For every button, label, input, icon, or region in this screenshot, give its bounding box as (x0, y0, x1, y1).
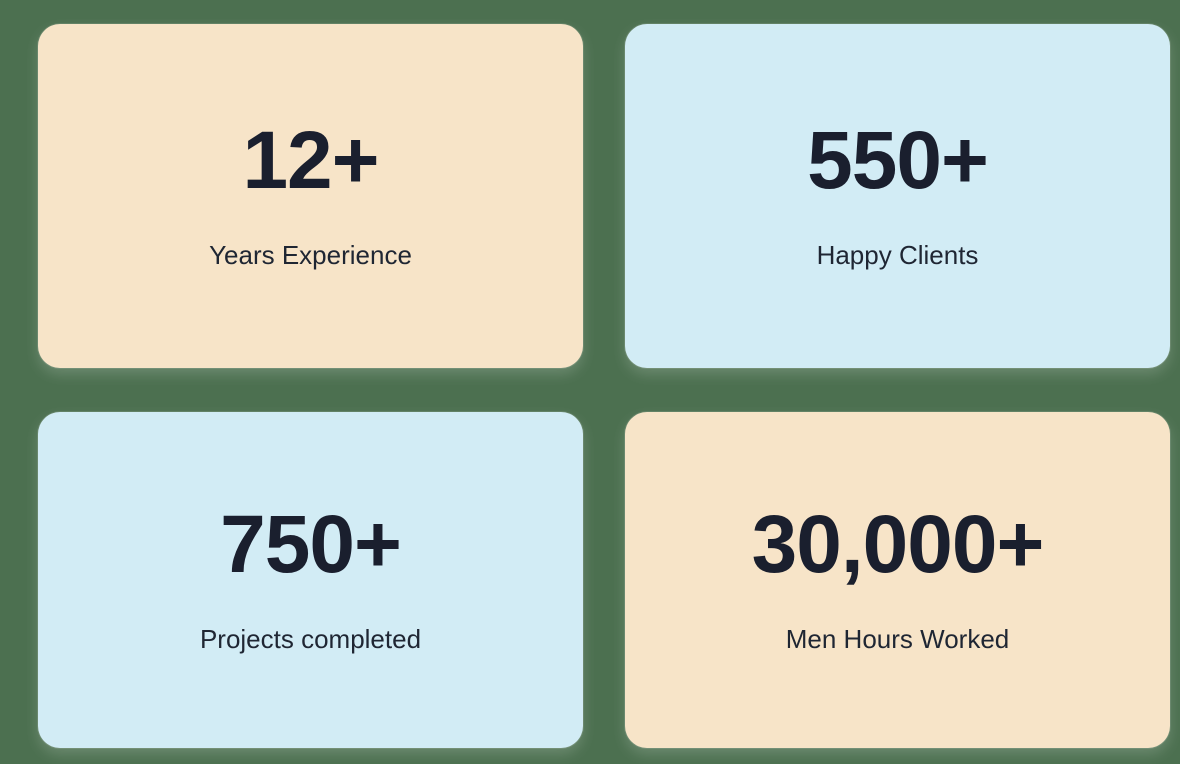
stat-label: Years Experience (209, 240, 412, 271)
stat-label: Happy Clients (816, 240, 979, 271)
stat-value: 750+ (220, 499, 402, 591)
stat-value: 12+ (242, 115, 379, 207)
stat-card-projects-completed[interactable]: 750+ Projects completed (38, 412, 583, 748)
stat-label: Projects completed (199, 624, 422, 655)
stat-card-years-experience[interactable]: 12+ Years Experience (38, 24, 583, 368)
stat-card-happy-clients[interactable]: 550+ Happy Clients (625, 24, 1170, 368)
stat-value: 550+ (807, 115, 989, 207)
stat-card-men-hours-worked[interactable]: 30,000+ Men Hours Worked (625, 412, 1170, 748)
stat-value: 30,000+ (751, 499, 1045, 591)
stat-label: Men Hours Worked (785, 624, 1010, 655)
